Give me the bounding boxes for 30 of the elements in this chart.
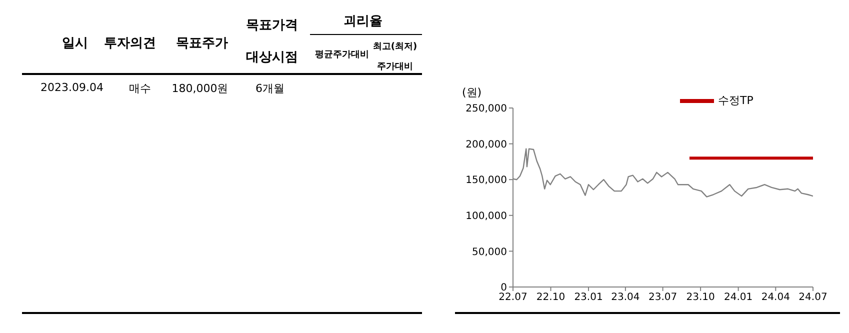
y-tick-label: 200,000: [466, 139, 507, 150]
text: 180,000원: [172, 82, 228, 94]
x-tick-label: 22.10: [536, 292, 566, 304]
x-tick-label: 24.07: [798, 292, 828, 304]
y-axis-title: (원): [462, 85, 482, 100]
text: 투자의견: [104, 36, 156, 50]
y-tick-label: 150,000: [466, 175, 507, 186]
x-tick-label: 22.07: [498, 292, 528, 304]
text: 괴리율: [342, 12, 384, 30]
text: 평균주가대비: [315, 50, 369, 60]
x-tick-label: 23.01: [574, 292, 603, 304]
y-tick-label: 250,000: [466, 104, 507, 115]
text: 최고(최저): [372, 42, 418, 52]
legend-label: 수정TP: [718, 93, 754, 108]
text: 매수: [129, 82, 151, 94]
x-tick-label: 24.04: [761, 292, 790, 304]
text: 주가대비: [376, 60, 414, 72]
y-tick-label: 100,000: [466, 210, 507, 222]
x-tick-label: 24.01: [724, 292, 753, 304]
text: 6개월: [256, 82, 284, 94]
x-tick-label: 23.07: [648, 292, 678, 304]
text: 일시: [62, 36, 88, 50]
text: 대상시점: [246, 50, 298, 64]
text: 목표주가: [176, 36, 228, 50]
y-tick-label: 0: [500, 282, 507, 294]
text: 목표가격: [245, 16, 299, 34]
x-tick-label: 23.10: [686, 292, 715, 304]
text: 2023.09.04: [40, 80, 104, 94]
x-tick-label: 23.04: [611, 292, 640, 304]
y-tick-label: 50,000: [472, 246, 507, 258]
